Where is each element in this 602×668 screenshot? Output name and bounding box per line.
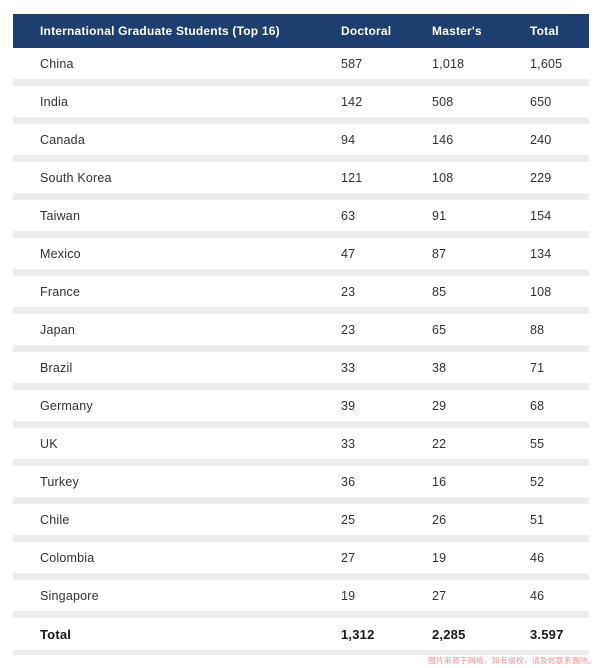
data-table: International Graduate Students (Top 16)… xyxy=(13,14,589,655)
country-cell: Singapore xyxy=(40,588,99,603)
country-cell: Colombia xyxy=(40,550,95,565)
column-header-total: Total xyxy=(530,24,559,38)
country-cell: UK xyxy=(40,436,58,451)
doctoral-cell: 33 xyxy=(341,436,356,451)
total-total-cell: 3.597 xyxy=(530,626,564,642)
total-cell: 88 xyxy=(530,322,545,337)
table-row: China 587 1,018 1,605 xyxy=(13,48,589,86)
table-row: Germany 39 29 68 xyxy=(13,390,589,428)
table-row: Turkey 36 16 52 xyxy=(13,466,589,504)
table-row: South Korea 121 108 229 xyxy=(13,162,589,200)
country-cell: Japan xyxy=(40,322,76,337)
masters-cell: 29 xyxy=(432,398,447,413)
masters-cell: 22 xyxy=(432,436,447,451)
country-cell: Chile xyxy=(40,512,70,527)
doctoral-cell: 19 xyxy=(341,588,356,603)
watermark-text: 图片来源于网络，如有侵权，请及时联系删除。 xyxy=(428,656,596,665)
column-header-doctoral: Doctoral xyxy=(341,24,392,38)
total-cell: 108 xyxy=(530,284,552,299)
total-cell: 134 xyxy=(530,246,552,261)
total-cell: 46 xyxy=(530,588,545,603)
table-row: Brazil 33 38 71 xyxy=(13,352,589,390)
total-cell: 55 xyxy=(530,436,545,451)
masters-cell: 1,018 xyxy=(432,56,465,71)
column-header-masters: Master's xyxy=(432,24,482,38)
doctoral-cell: 47 xyxy=(341,246,356,261)
total-cell: 51 xyxy=(530,512,545,527)
masters-cell: 19 xyxy=(432,550,447,565)
table-title: International Graduate Students (Top 16) xyxy=(40,24,280,38)
masters-cell: 85 xyxy=(432,284,447,299)
total-label: Total xyxy=(40,626,72,642)
total-cell: 154 xyxy=(530,208,552,223)
total-cell: 46 xyxy=(530,550,545,565)
country-cell: France xyxy=(40,284,81,299)
doctoral-cell: 23 xyxy=(341,322,356,337)
country-cell: Germany xyxy=(40,398,93,413)
country-cell: Turkey xyxy=(40,474,79,489)
doctoral-cell: 36 xyxy=(341,474,356,489)
table-row: Chile 25 26 51 xyxy=(13,504,589,542)
total-cell: 1,605 xyxy=(530,56,563,71)
total-doctoral-cell: 1,312 xyxy=(341,626,375,642)
country-cell: Brazil xyxy=(40,360,73,375)
table-row: UK 33 22 55 xyxy=(13,428,589,466)
country-cell: Canada xyxy=(40,132,85,147)
masters-cell: 508 xyxy=(432,94,454,109)
total-cell: 71 xyxy=(530,360,545,375)
total-cell: 650 xyxy=(530,94,552,109)
table-row: Singapore 19 27 46 xyxy=(13,580,589,618)
doctoral-cell: 25 xyxy=(341,512,356,527)
table-row: Japan 23 65 88 xyxy=(13,314,589,352)
total-cell: 68 xyxy=(530,398,545,413)
table-row: Mexico 47 87 134 xyxy=(13,238,589,276)
total-row: Total 1,312 2,285 3.597 xyxy=(13,618,589,655)
masters-cell: 108 xyxy=(432,170,454,185)
table-body: China 587 1,018 1,605 India 142 508 650 … xyxy=(13,48,589,618)
doctoral-cell: 39 xyxy=(341,398,356,413)
country-cell: Taiwan xyxy=(40,208,81,223)
country-cell: India xyxy=(40,94,69,109)
table-row: Taiwan 63 91 154 xyxy=(13,200,589,238)
doctoral-cell: 33 xyxy=(341,360,356,375)
doctoral-cell: 63 xyxy=(341,208,356,223)
masters-cell: 26 xyxy=(432,512,447,527)
country-cell: Mexico xyxy=(40,246,81,261)
masters-cell: 27 xyxy=(432,588,447,603)
table-row: Colombia 27 19 46 xyxy=(13,542,589,580)
doctoral-cell: 142 xyxy=(341,94,363,109)
total-masters-cell: 2,285 xyxy=(432,626,466,642)
doctoral-cell: 587 xyxy=(341,56,363,71)
masters-cell: 16 xyxy=(432,474,447,489)
masters-cell: 91 xyxy=(432,208,447,223)
doctoral-cell: 27 xyxy=(341,550,356,565)
masters-cell: 146 xyxy=(432,132,454,147)
total-cell: 229 xyxy=(530,170,552,185)
total-cell: 52 xyxy=(530,474,545,489)
table-row: India 142 508 650 xyxy=(13,86,589,124)
country-cell: South Korea xyxy=(40,170,112,185)
doctoral-cell: 23 xyxy=(341,284,356,299)
doctoral-cell: 121 xyxy=(341,170,363,185)
doctoral-cell: 94 xyxy=(341,132,356,147)
total-cell: 240 xyxy=(530,132,552,147)
table-header: International Graduate Students (Top 16)… xyxy=(13,14,589,48)
table-row: Canada 94 146 240 xyxy=(13,124,589,162)
masters-cell: 87 xyxy=(432,246,447,261)
masters-cell: 38 xyxy=(432,360,447,375)
masters-cell: 65 xyxy=(432,322,447,337)
country-cell: China xyxy=(40,56,74,71)
table-row: France 23 85 108 xyxy=(13,276,589,314)
